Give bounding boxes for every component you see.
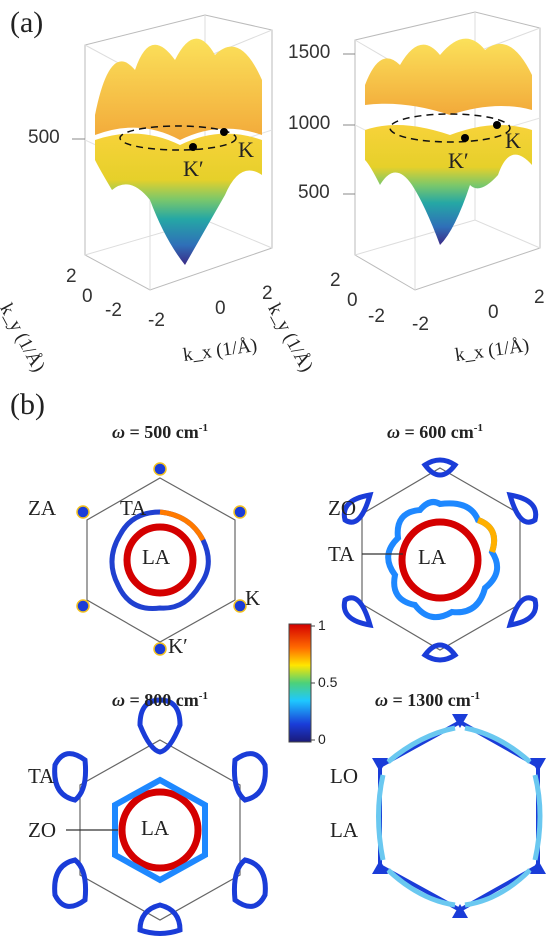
map-title-800: ω = 800 cm-1 bbox=[112, 690, 208, 710]
bz-map-800 bbox=[52, 697, 268, 936]
band-label-kprime-500: K′ bbox=[168, 634, 188, 658]
map-title-500: ω = 500 cm-1 bbox=[112, 422, 208, 442]
ky-tick-right-2: 2 bbox=[330, 270, 341, 291]
kx-tick-left-0: 0 bbox=[215, 298, 226, 319]
band-label-za-500: ZA bbox=[28, 496, 56, 520]
colorbar-tick-0-5: 0.5 bbox=[318, 674, 338, 690]
z-tick-right-500: 500 bbox=[298, 182, 330, 203]
band-label-ta-800: TA bbox=[28, 764, 55, 788]
bz-map-600 bbox=[341, 457, 539, 663]
z-tick-right-1000: 1000 bbox=[288, 113, 331, 134]
map-title-1300: ω = 1300 cm-1 bbox=[375, 690, 480, 710]
panel-label-b: (b) bbox=[10, 388, 45, 421]
surface-left-lower bbox=[95, 133, 262, 265]
k-prime-point-dot-right bbox=[461, 134, 469, 142]
surface-left-upper bbox=[95, 38, 262, 140]
point-label-kprime-left: K′ bbox=[183, 156, 204, 181]
map-title-600: ω = 600 cm-1 bbox=[387, 422, 483, 442]
ky-tick-right-neg2: -2 bbox=[368, 306, 385, 327]
z-tick-right-1500: 1500 bbox=[288, 42, 331, 63]
k-point-dot-left bbox=[220, 128, 228, 136]
ky-tick-left-2: 2 bbox=[66, 266, 77, 287]
surface-right-upper bbox=[365, 38, 532, 115]
colorbar-tick-1: 1 bbox=[318, 617, 326, 633]
band-label-zo-800: ZO bbox=[28, 818, 56, 842]
band-label-zo-600: ZO bbox=[328, 496, 356, 520]
band-label-ta-500: TA bbox=[120, 496, 147, 520]
kx-tick-left-2: 2 bbox=[262, 283, 273, 304]
band-label-la-800: LA bbox=[141, 816, 169, 840]
bz-map-500 bbox=[76, 462, 247, 656]
ky-tick-right-0: 0 bbox=[347, 290, 358, 311]
brillouin-zone-path-left bbox=[119, 125, 237, 151]
z-tick-left-500: 500 bbox=[28, 127, 60, 148]
colorbar-tick-0: 0 bbox=[318, 731, 326, 747]
kx-tick-right-neg2: -2 bbox=[412, 314, 429, 335]
kx-tick-right-0: 0 bbox=[488, 302, 499, 323]
point-label-k-left: K bbox=[238, 137, 254, 162]
point-label-kprime-right: K′ bbox=[448, 148, 469, 173]
colorbar bbox=[288, 623, 312, 743]
band-label-la-500: LA bbox=[142, 545, 170, 569]
kx-tick-right-2: 2 bbox=[534, 287, 545, 308]
ky-tick-left-0: 0 bbox=[82, 286, 93, 307]
band-label-la-600: LA bbox=[418, 545, 446, 569]
point-label-k-right: K bbox=[505, 128, 521, 153]
bz-map-1300 bbox=[372, 714, 546, 918]
panel-label-a: (a) bbox=[10, 6, 44, 39]
band-label-la-1300: LA bbox=[330, 818, 358, 842]
brillouin-zone-path-right bbox=[389, 113, 511, 143]
kx-tick-left-neg2: -2 bbox=[148, 310, 165, 331]
band-label-ta-600: TA bbox=[328, 542, 355, 566]
surface-right-lower bbox=[365, 125, 532, 245]
ky-tick-left-neg2: -2 bbox=[105, 300, 122, 321]
band-label-k-500: K bbox=[245, 586, 261, 610]
k-prime-point-dot-left bbox=[189, 143, 197, 151]
band-label-lo-1300: LO bbox=[330, 764, 358, 788]
k-point-dot-right bbox=[493, 121, 501, 129]
